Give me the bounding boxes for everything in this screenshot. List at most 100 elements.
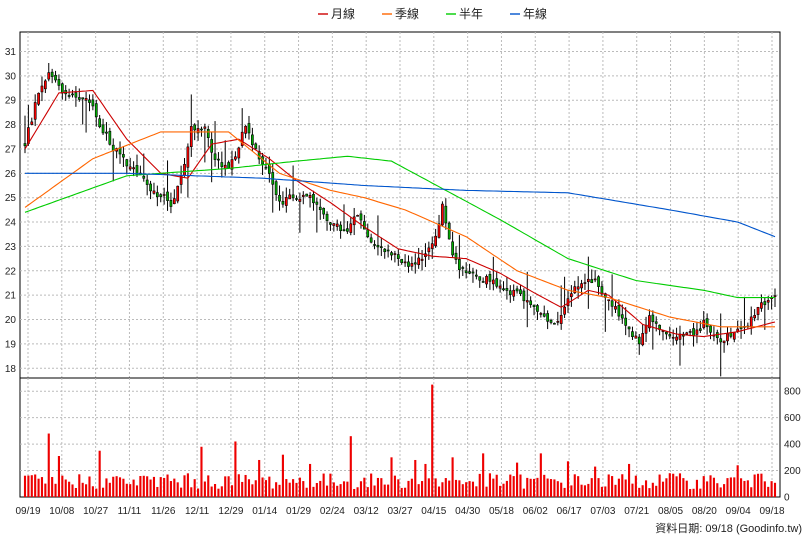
volume-bar xyxy=(444,478,447,497)
candle-body xyxy=(430,243,434,249)
volume-bar xyxy=(264,480,268,497)
volume-bar xyxy=(98,450,101,497)
volume-bar xyxy=(81,482,84,497)
volume-bar xyxy=(678,473,682,497)
candle-body xyxy=(542,313,546,317)
candle-body xyxy=(67,95,71,97)
candle-body xyxy=(335,223,339,227)
candle-body xyxy=(709,325,712,333)
price-tick-label: 22 xyxy=(5,266,17,277)
volume-bar xyxy=(621,474,624,497)
volume-panel: 0 200 400 600 800 xyxy=(19,377,801,504)
candle-body xyxy=(454,252,458,260)
volume-bar xyxy=(186,473,189,497)
candle-body xyxy=(176,185,180,202)
candle-body xyxy=(369,237,373,243)
volume-bar xyxy=(600,486,603,497)
volume-bar xyxy=(122,478,125,497)
volume-bar xyxy=(210,486,213,497)
candle-body xyxy=(580,283,583,289)
volume-bar xyxy=(420,481,424,497)
volume-bar xyxy=(376,477,380,497)
candle-body xyxy=(464,270,468,274)
candle-body xyxy=(593,278,597,281)
candle-body xyxy=(488,274,492,282)
volume-bar xyxy=(634,475,637,497)
volume-bar xyxy=(468,481,471,497)
candle-body xyxy=(23,143,27,147)
volume-bar xyxy=(733,477,736,497)
candle-body xyxy=(264,166,268,169)
candle-body xyxy=(396,254,400,259)
candle-body xyxy=(128,166,132,170)
price-grid xyxy=(19,31,781,379)
volume-bar xyxy=(393,475,396,497)
volume-bar xyxy=(57,456,60,497)
candle-body xyxy=(695,329,699,335)
price-tick-label: 18 xyxy=(5,364,17,375)
volume-bar xyxy=(288,482,291,497)
candle-body xyxy=(298,198,302,202)
candle-body xyxy=(159,194,163,197)
candle-body xyxy=(553,322,556,325)
volume-bar xyxy=(427,478,430,497)
candle-body xyxy=(132,167,135,170)
volume-bar xyxy=(387,484,390,497)
volume-bar xyxy=(275,482,278,497)
volume-bar xyxy=(628,463,631,497)
volume-bar xyxy=(247,479,251,497)
candle-body xyxy=(698,328,702,331)
candle-body xyxy=(597,276,600,287)
candle-body xyxy=(495,278,499,287)
volume-bar xyxy=(458,480,461,497)
candle-body xyxy=(274,181,278,195)
volume-bar xyxy=(325,485,329,497)
volume-bar xyxy=(34,474,37,497)
volume-bar xyxy=(695,479,699,497)
candle-body xyxy=(308,195,312,199)
volume-bar xyxy=(539,453,542,497)
volume-bar xyxy=(105,478,108,497)
candle-body xyxy=(301,194,305,197)
candle-body xyxy=(172,198,176,205)
volume-bar xyxy=(553,479,556,497)
volume-bar xyxy=(118,477,122,497)
candle-body xyxy=(631,331,634,337)
candle-body xyxy=(648,315,651,329)
candle-body xyxy=(675,336,678,341)
volume-bar xyxy=(142,475,145,497)
volume-bar xyxy=(614,484,617,497)
candle-body xyxy=(247,123,251,134)
date-tick-label: 09/19 xyxy=(15,506,40,517)
volume-bar xyxy=(85,484,88,497)
volume-tick-label: 0 xyxy=(784,493,790,504)
candle-body xyxy=(346,228,349,232)
volume-bar xyxy=(699,488,702,497)
candle-body xyxy=(366,229,370,238)
candle-body xyxy=(288,194,292,200)
price-axis: 18 19 20 21 22 23 24 25 26 27 28 29 30 31 xyxy=(5,47,17,375)
volume-bar xyxy=(298,477,301,497)
volume-bar xyxy=(753,474,756,497)
volume-bar xyxy=(359,481,363,497)
volume-bar xyxy=(366,487,369,497)
candle-body xyxy=(71,93,74,96)
candle-body xyxy=(88,99,91,103)
volume-bar xyxy=(756,473,760,497)
volume-bar xyxy=(431,384,434,497)
date-tick-label: 12/29 xyxy=(218,506,243,517)
date-tick-label: 09/04 xyxy=(726,506,751,517)
volume-bar xyxy=(166,474,169,497)
volume-bar xyxy=(434,478,437,497)
volume-bar xyxy=(230,485,234,497)
volume-bar xyxy=(234,441,237,497)
candle-body xyxy=(322,207,326,215)
volume-bar xyxy=(519,474,522,497)
candle-body xyxy=(84,98,88,101)
volume-bar xyxy=(492,478,495,497)
candle-body xyxy=(539,313,543,315)
date-tick-label: 08/20 xyxy=(692,506,717,517)
volume-bar xyxy=(190,487,193,497)
volume-bar xyxy=(156,486,159,497)
